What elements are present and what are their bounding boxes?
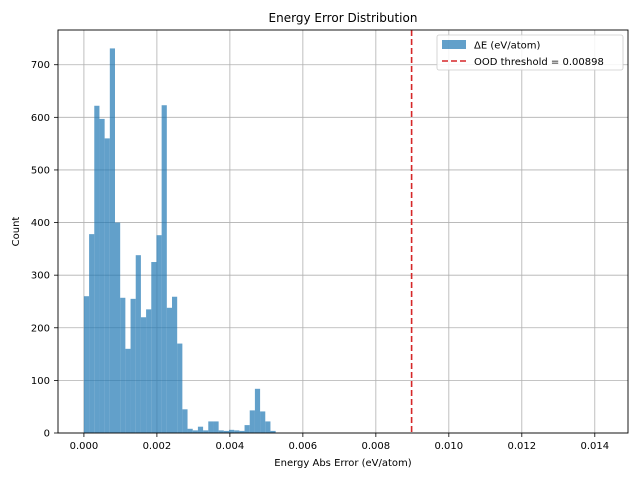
chart-title: Energy Error Distribution — [269, 11, 418, 25]
histogram-bar — [270, 430, 276, 433]
histogram-bars — [83, 48, 276, 434]
histogram-bar — [254, 388, 261, 433]
legend-box — [436, 34, 624, 71]
histogram-bar — [239, 430, 245, 433]
histogram-bar — [229, 429, 235, 433]
histogram-bar — [104, 138, 110, 433]
legend: ΔE (eV/atom) OOD threshold = 0.00898 — [436, 34, 624, 71]
histogram-bar — [177, 343, 183, 433]
histogram-bar — [197, 426, 204, 433]
histogram-bar — [146, 309, 152, 433]
histogram-bar — [265, 421, 271, 433]
x-tick-label: 0.012 — [507, 441, 536, 452]
y-axis-label: Count — [11, 217, 22, 247]
histogram-bar — [140, 317, 147, 433]
histogram-bar — [135, 255, 141, 433]
histogram-bar — [89, 234, 95, 433]
histogram-bar — [203, 430, 209, 433]
histogram-bar — [218, 430, 224, 433]
y-axis: 0 100 200 300 400 500 600 700 — [31, 60, 58, 440]
x-tick-label: 0.014 — [580, 441, 609, 452]
histogram-bar — [120, 297, 126, 433]
y-tick-label: 100 — [31, 376, 50, 387]
histogram-bar — [208, 421, 214, 433]
plot-area: 0.000 0.002 0.004 0.006 0.008 0.010 0.012 0.014… — [31, 29, 629, 452]
histogram-bar — [99, 118, 105, 433]
x-tick-label: 0.010 — [435, 441, 464, 452]
x-axis: 0.000 0.002 0.004 0.006 0.008 0.010 0.012 0.014 — [70, 433, 609, 452]
histogram-bar — [234, 430, 240, 433]
legend-bar-swatch — [442, 40, 466, 49]
x-tick-label: 0.004 — [216, 441, 245, 452]
x-axis-label: Energy Abs Error (eV/atom) — [274, 458, 411, 469]
axes-frame — [57, 29, 629, 434]
histogram-bar — [125, 348, 131, 433]
y-tick-label: 400 — [31, 218, 50, 229]
legend-threshold-label: OOD threshold = 0.00898 — [474, 57, 604, 68]
histogram-bar — [156, 235, 162, 433]
x-tick-label: 0.002 — [143, 441, 172, 452]
histogram-bar — [244, 425, 250, 433]
y-tick-label: 0 — [44, 429, 50, 440]
histogram-bar — [166, 307, 172, 433]
histogram-bar — [83, 296, 90, 433]
histogram-bar — [192, 430, 198, 433]
histogram-bar — [223, 430, 229, 433]
y-tick-label: 300 — [31, 271, 50, 282]
y-tick-label: 600 — [31, 113, 50, 124]
x-tick-label: 0.000 — [70, 441, 99, 452]
y-tick-label: 700 — [31, 60, 50, 71]
histogram-bar — [182, 409, 188, 433]
histogram-bar — [187, 428, 193, 433]
histogram-bar — [260, 411, 266, 433]
x-tick-label: 0.008 — [362, 441, 391, 452]
histogram-bar — [130, 298, 136, 433]
histogram-bar — [161, 105, 167, 434]
histogram-bar — [249, 410, 255, 433]
histogram-bar — [213, 421, 219, 433]
histogram-bar — [115, 222, 121, 433]
histogram-bar — [109, 48, 115, 433]
y-tick-label: 200 — [31, 323, 50, 334]
histogram-bar — [94, 105, 100, 433]
legend-series-label: ΔE (eV/atom) — [474, 41, 541, 52]
histogram-bar — [151, 262, 157, 433]
x-tick-label: 0.006 — [289, 441, 318, 452]
histogram-bar — [172, 296, 178, 433]
y-tick-label: 500 — [31, 165, 50, 176]
